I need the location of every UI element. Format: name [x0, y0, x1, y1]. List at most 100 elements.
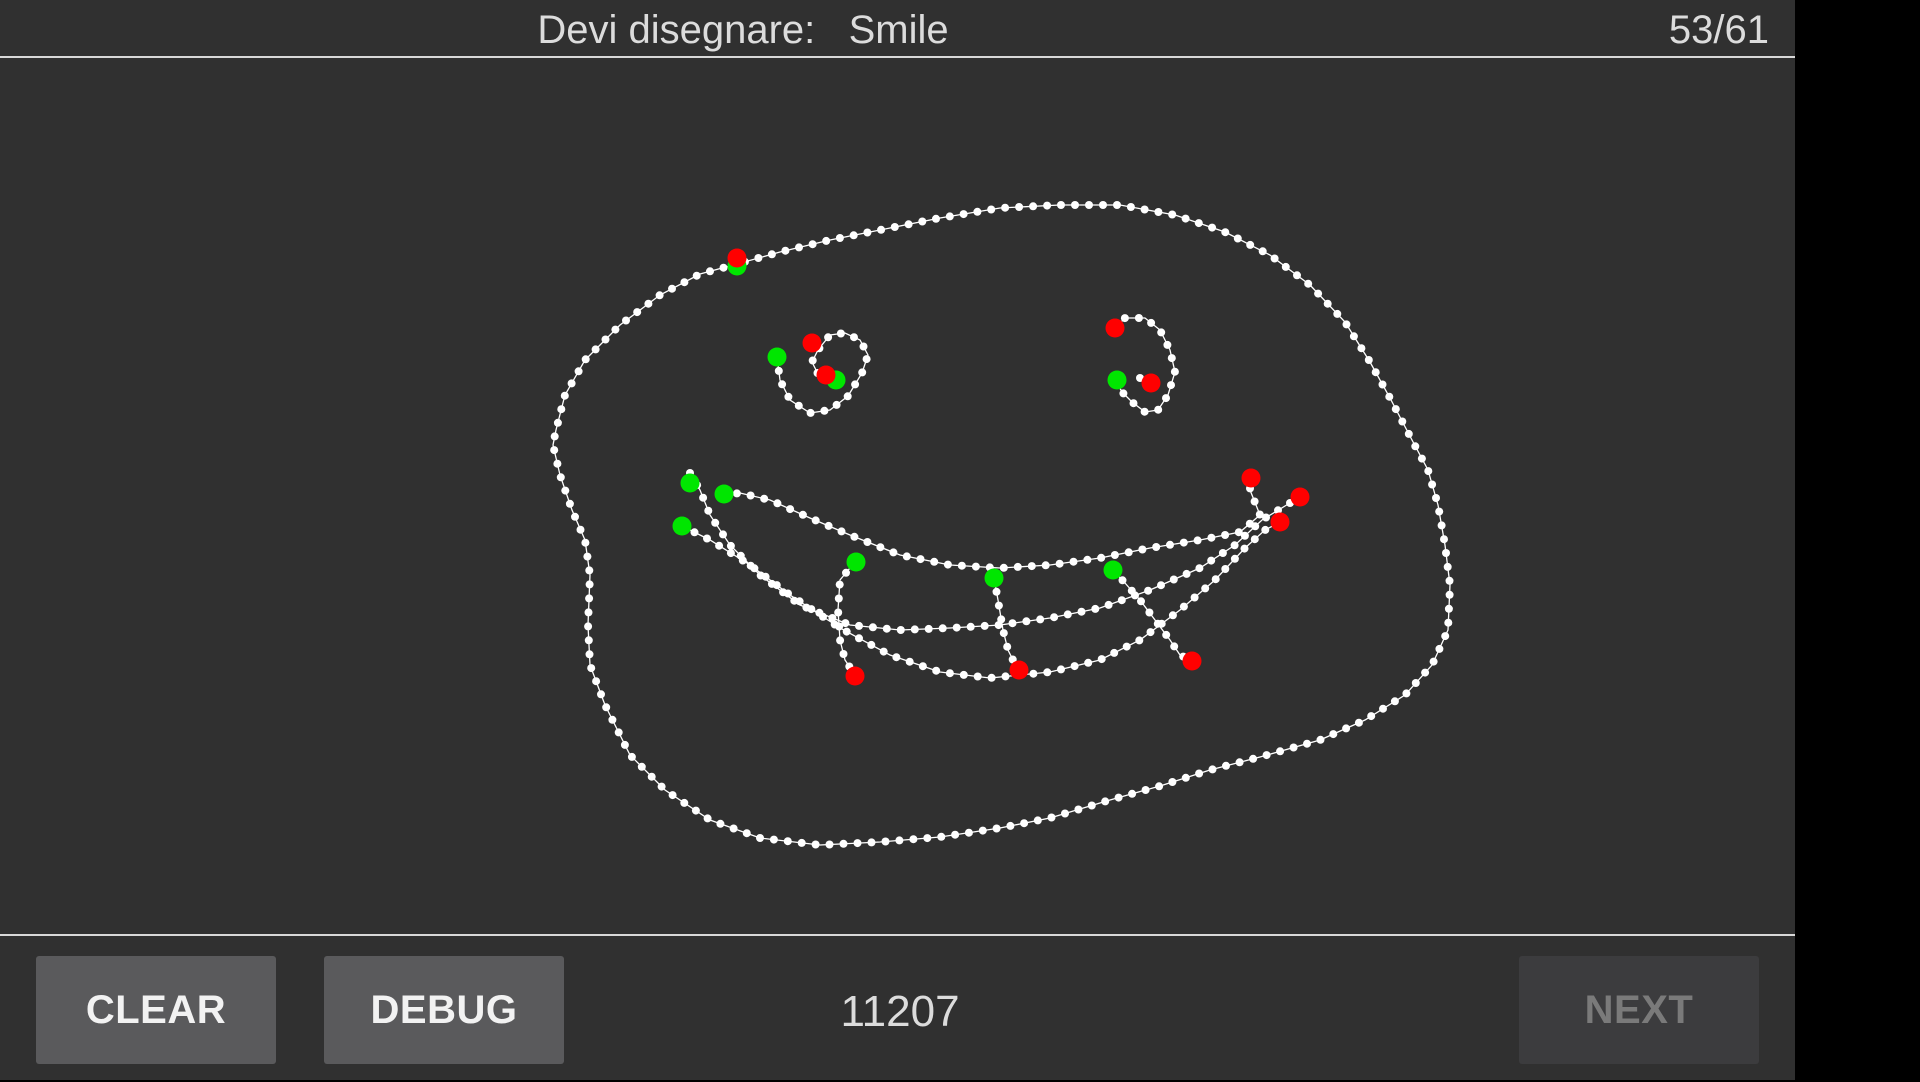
stroke-sample-point [585, 580, 594, 589]
stroke-sample-point [987, 205, 996, 214]
stroke-sample-point [1020, 819, 1029, 828]
stroke-sample-point [1070, 662, 1079, 671]
stroke-sample-point [1201, 584, 1210, 593]
stroke-sample-point [862, 355, 871, 364]
stroke-start-marker [672, 516, 692, 536]
stroke-sample-point [863, 538, 872, 546]
stroke-sample-point [811, 516, 820, 525]
stroke-sample-point [1170, 642, 1179, 651]
debug-button[interactable]: DEBUG [324, 956, 564, 1064]
stroke-sample-point [902, 552, 911, 561]
stroke-sample-point [1145, 608, 1154, 617]
stroke-sample-point [841, 619, 850, 628]
stroke-sample-point [1435, 507, 1444, 516]
stroke-sample-point [1084, 658, 1093, 667]
stroke-end-marker [845, 666, 865, 686]
stroke-sample-point [973, 672, 982, 681]
stroke-sample-point [584, 622, 593, 631]
stroke-sample-point [1444, 604, 1453, 613]
stroke-sample-point [842, 568, 850, 577]
stroke-sample-point [1167, 354, 1176, 363]
drawing-canvas[interactable] [0, 58, 1795, 934]
stroke-sample-point [1444, 618, 1453, 627]
stroke-sample-point [1207, 533, 1216, 542]
stroke-sample-point [760, 494, 769, 503]
stroke-sample-point [601, 335, 610, 344]
stroke-sample-point [581, 538, 590, 547]
stroke-end-marker [1141, 373, 1161, 393]
tooth-left-stroke [834, 558, 859, 676]
stroke-sample-point [584, 636, 593, 645]
stroke-sample-point [1303, 739, 1311, 748]
stroke-sample-point [1169, 575, 1178, 584]
next-button[interactable]: NEXT [1519, 956, 1759, 1064]
stroke-sample-point [1110, 648, 1119, 657]
stroke-sample-point [637, 762, 646, 771]
stroke-sample-point [824, 333, 833, 342]
stroke-sample-point [1029, 669, 1038, 678]
stroke-sample-point [992, 587, 1001, 596]
stroke-sample-point [1043, 668, 1052, 677]
stroke-sample-point [1390, 697, 1399, 706]
stroke-sample-point [835, 622, 844, 631]
stroke-sample-point [957, 561, 966, 570]
stroke-sample-point [1342, 724, 1351, 733]
stroke-sample-point [1349, 332, 1358, 341]
stroke-sample-point [560, 391, 569, 400]
stroke-sample-point [587, 664, 596, 673]
stroke-sample-point [896, 626, 905, 634]
stroke-sample-point [1163, 340, 1172, 349]
stroke-sample-point [756, 834, 764, 842]
progress-counter: 53/61 [1668, 8, 1769, 52]
stroke-line [722, 478, 1261, 569]
stroke-sample-point [655, 291, 664, 300]
stroke-sample-point [1124, 548, 1133, 557]
stroke-sample-point [1126, 203, 1135, 211]
stroke-sample-point [703, 534, 711, 543]
stroke-sample-point [855, 634, 863, 643]
stroke-sample-point [1411, 679, 1420, 687]
stroke-sample-point [750, 564, 759, 573]
stroke-sample-point [1262, 513, 1270, 522]
stroke-end-marker [1009, 660, 1029, 680]
stroke-sample-point [716, 819, 725, 828]
stroke-sample-point [1208, 223, 1217, 232]
stroke-sample-point [754, 254, 763, 262]
stroke-sample-point [1055, 559, 1064, 568]
stroke-sample-point [1154, 208, 1163, 216]
stroke-sample-point [1240, 544, 1249, 553]
stroke-sample-point [1134, 314, 1143, 322]
stroke-sample-point [1316, 735, 1325, 744]
stroke-line [837, 561, 856, 676]
stroke-sample-point [633, 308, 642, 317]
stroke-sample-point [1167, 381, 1175, 390]
stroke-sample-point [895, 836, 904, 845]
stroke-sample-point [784, 589, 792, 598]
stroke-sample-point [1119, 389, 1128, 398]
stroke-sample-point [1233, 234, 1242, 243]
stroke-sample-point [1404, 429, 1413, 438]
stroke-sample-point [859, 342, 868, 351]
stroke-sample-point [1101, 797, 1110, 806]
stroke-sample-point [839, 650, 848, 658]
stroke-sample-point [556, 473, 565, 482]
stroke-sample-point [1276, 747, 1285, 756]
stroke-sample-point [1047, 813, 1056, 822]
stroke-sample-point [868, 623, 877, 632]
stroke-sample-point [843, 392, 852, 401]
stroke-sample-point [853, 839, 862, 848]
stroke-sample-point [1141, 786, 1150, 794]
stroke-sample-point [1342, 320, 1351, 329]
stroke-sample-point [1429, 657, 1438, 666]
stroke-sample-point [1207, 556, 1216, 565]
stroke-sample-point [668, 791, 677, 800]
stroke-sample-point [1262, 751, 1271, 760]
stroke-sample-point [1445, 590, 1454, 599]
stroke-sample-point [581, 355, 590, 364]
clear-button[interactable]: CLEAR [36, 956, 276, 1064]
stroke-sample-point [627, 752, 636, 761]
stroke-sample-point [1110, 551, 1119, 559]
stroke-sample-point [571, 512, 579, 521]
stroke-sample-point [1170, 367, 1179, 376]
stroke-sample-point [1063, 610, 1072, 619]
